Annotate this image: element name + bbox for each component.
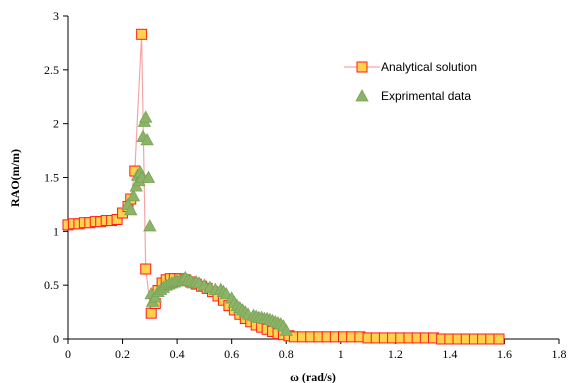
experimental-point (143, 219, 157, 232)
experimental-point (279, 323, 293, 336)
y-axis-label: RAO(m/m) (8, 149, 22, 207)
y-tick-label: 0.5 (44, 278, 59, 292)
x-tick-label: 1.4 (442, 347, 457, 361)
x-axis-label: ω (rad/s) (290, 370, 336, 383)
experimental-point (140, 132, 154, 146)
x-tick-label: 0 (65, 347, 71, 361)
y-tick-label: 0 (53, 332, 59, 346)
x-tick-label: 1.8 (552, 347, 567, 361)
legend-marker-experimental (355, 89, 369, 102)
legend-marker-analytical (356, 61, 368, 73)
legend-item-experimental: Exprimental data (355, 89, 471, 103)
x-tick-label: 1.6 (497, 347, 512, 361)
analytical-point (145, 307, 157, 319)
legend-label-analytical: Analytical solution (381, 60, 477, 74)
experimental-point (126, 188, 141, 202)
analytical-markers (62, 28, 505, 345)
x-tick-label: 0.2 (115, 347, 130, 361)
series-layer (62, 28, 505, 345)
x-tick-label: 1 (338, 347, 344, 361)
experimental-point (124, 202, 138, 216)
x-tick-label: 0.6 (224, 347, 239, 361)
experimental-point (141, 170, 156, 183)
analytical-point (140, 263, 152, 275)
legend-label-experimental: Exprimental data (381, 89, 471, 103)
y-ticks: 0 0.5 1 1.5 2 2.5 3 (44, 9, 68, 346)
y-tick-label: 1 (53, 224, 59, 238)
x-ticks: 0 0.2 0.4 0.6 0.8 1 1.2 1.4 1.6 1.8 (65, 339, 567, 361)
analytical-point (136, 28, 148, 40)
y-tick-label: 2 (53, 117, 59, 131)
analytical-point (493, 333, 505, 345)
y-tick-label: 1.5 (44, 171, 59, 185)
x-tick-label: 0.8 (279, 347, 294, 361)
x-tick-label: 0.4 (170, 347, 185, 361)
x-tick-label: 1.2 (388, 347, 403, 361)
experimental-point (139, 110, 153, 123)
y-tick-label: 2.5 (44, 63, 59, 77)
legend: Analytical solution Exprimental data (344, 60, 477, 103)
experimental-markers (121, 110, 293, 336)
y-tick-label: 3 (53, 9, 59, 23)
legend-item-analytical: Analytical solution (344, 60, 477, 74)
